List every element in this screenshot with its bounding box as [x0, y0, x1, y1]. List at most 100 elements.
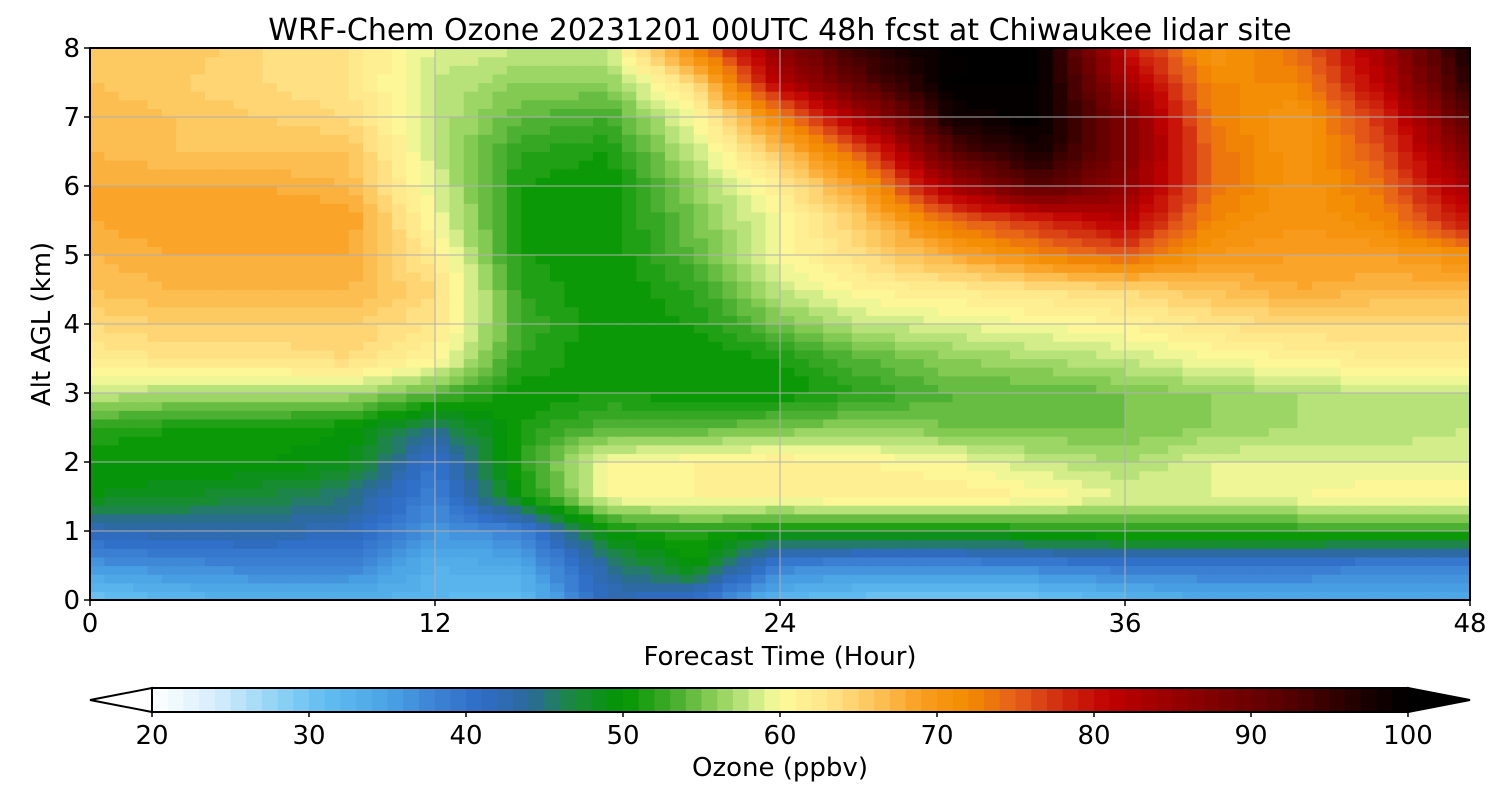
heatmap-cell	[506, 358, 522, 368]
heatmap-cell	[291, 203, 307, 213]
heatmap-cell	[1139, 574, 1155, 584]
heatmap-cell	[205, 505, 220, 515]
heatmap-cell	[1038, 341, 1054, 351]
heatmap-cell	[248, 531, 264, 541]
heatmap-cell	[981, 418, 997, 429]
heatmap-cell	[248, 177, 264, 187]
heatmap-cell	[1196, 306, 1212, 316]
heatmap-cell	[1426, 272, 1442, 282]
heatmap-cell	[808, 177, 824, 187]
heatmap-cell	[320, 315, 335, 325]
heatmap-cell	[1455, 246, 1471, 256]
heatmap-cell	[880, 306, 896, 316]
heatmap-cell	[578, 444, 594, 454]
heatmap-cell	[1067, 255, 1083, 265]
heatmap-cell	[1441, 306, 1457, 316]
heatmap-cell	[334, 324, 350, 334]
heatmap-cell	[1182, 444, 1198, 454]
heatmap-cell	[952, 513, 968, 523]
heatmap-cell	[981, 505, 997, 515]
heatmap-cell	[938, 160, 954, 170]
heatmap-cell	[1383, 410, 1399, 420]
heatmap-cell	[90, 160, 105, 170]
heatmap-cell	[276, 160, 292, 170]
heatmap-cell	[521, 289, 537, 299]
heatmap-cell	[1067, 229, 1083, 239]
heatmap-cell	[593, 229, 609, 239]
heatmap-cell	[1110, 229, 1126, 239]
heatmap-cell	[621, 427, 637, 437]
heatmap-cell	[909, 324, 925, 334]
heatmap-cell	[607, 505, 623, 515]
heatmap-cell	[377, 160, 393, 170]
heatmap-cell	[1311, 349, 1327, 360]
heatmap-cell	[708, 272, 724, 282]
heatmap-cell	[751, 194, 767, 204]
heatmap-cell	[377, 410, 393, 420]
heatmap-cell	[363, 487, 379, 498]
heatmap-cell	[363, 522, 379, 532]
heatmap-cell	[1125, 306, 1140, 316]
heatmap-cell	[161, 289, 177, 299]
heatmap-cell	[1139, 531, 1155, 541]
heatmap-cell	[133, 436, 149, 446]
heatmap-cell	[449, 358, 465, 368]
heatmap-cell	[765, 505, 781, 515]
heatmap-cell	[1455, 556, 1471, 567]
heatmap-cell	[909, 289, 925, 299]
heatmap-cell	[176, 401, 192, 411]
heatmap-cell	[607, 436, 623, 446]
heatmap-cell	[909, 384, 925, 394]
heatmap-cell	[506, 401, 522, 411]
heatmap-cell	[751, 375, 767, 385]
heatmap-cell	[722, 539, 738, 549]
heatmap-cell	[578, 203, 594, 213]
heatmap-cell	[1412, 591, 1428, 601]
heatmap-cell	[866, 401, 882, 411]
heatmap-cell	[1441, 160, 1457, 170]
heatmap-cell	[1268, 531, 1284, 541]
heatmap-cell	[1211, 194, 1227, 204]
heatmap-cell	[420, 315, 436, 325]
heatmap-cell	[722, 393, 738, 403]
heatmap-cell	[1254, 246, 1270, 256]
heatmap-cell	[966, 384, 982, 394]
heatmap-cell	[1326, 444, 1342, 454]
heatmap-cell	[1441, 418, 1457, 429]
heatmap-cell	[233, 332, 249, 342]
heatmap-cell	[1038, 418, 1054, 429]
heatmap-cell	[751, 427, 767, 437]
heatmap-cell	[1412, 453, 1428, 463]
heatmap-cell	[780, 462, 795, 472]
heatmap-cell	[1240, 401, 1255, 411]
heatmap-cell	[1096, 591, 1112, 601]
heatmap-cell	[118, 160, 134, 170]
heatmap-cell	[1110, 470, 1126, 480]
heatmap-cell	[679, 358, 695, 368]
heatmap-cell	[995, 280, 1011, 291]
heatmap-cell	[650, 151, 666, 161]
heatmap-cell	[233, 349, 249, 360]
heatmap-cell	[1426, 341, 1442, 351]
heatmap-cell	[291, 194, 307, 204]
heatmap-cell	[1268, 160, 1284, 170]
heatmap-cell	[808, 487, 824, 498]
heatmap-cell	[1340, 522, 1356, 532]
heatmap-cell	[1125, 436, 1140, 446]
heatmap-cell	[1125, 522, 1140, 532]
heatmap-cell	[1398, 591, 1414, 601]
heatmap-cell	[736, 574, 752, 584]
heatmap-cell	[650, 427, 666, 437]
heatmap-cell	[133, 246, 149, 256]
heatmap-cell	[1053, 237, 1069, 247]
heatmap-cell	[765, 574, 781, 584]
heatmap-cell	[823, 565, 839, 575]
heatmap-cell	[391, 531, 407, 541]
heatmap-cell	[1010, 194, 1025, 204]
heatmap-cell	[463, 548, 479, 558]
heatmap-cell	[952, 531, 968, 541]
heatmap-cell	[348, 280, 364, 291]
heatmap-cell	[463, 410, 479, 420]
heatmap-cell	[780, 263, 795, 273]
heatmap-cell	[895, 548, 910, 558]
